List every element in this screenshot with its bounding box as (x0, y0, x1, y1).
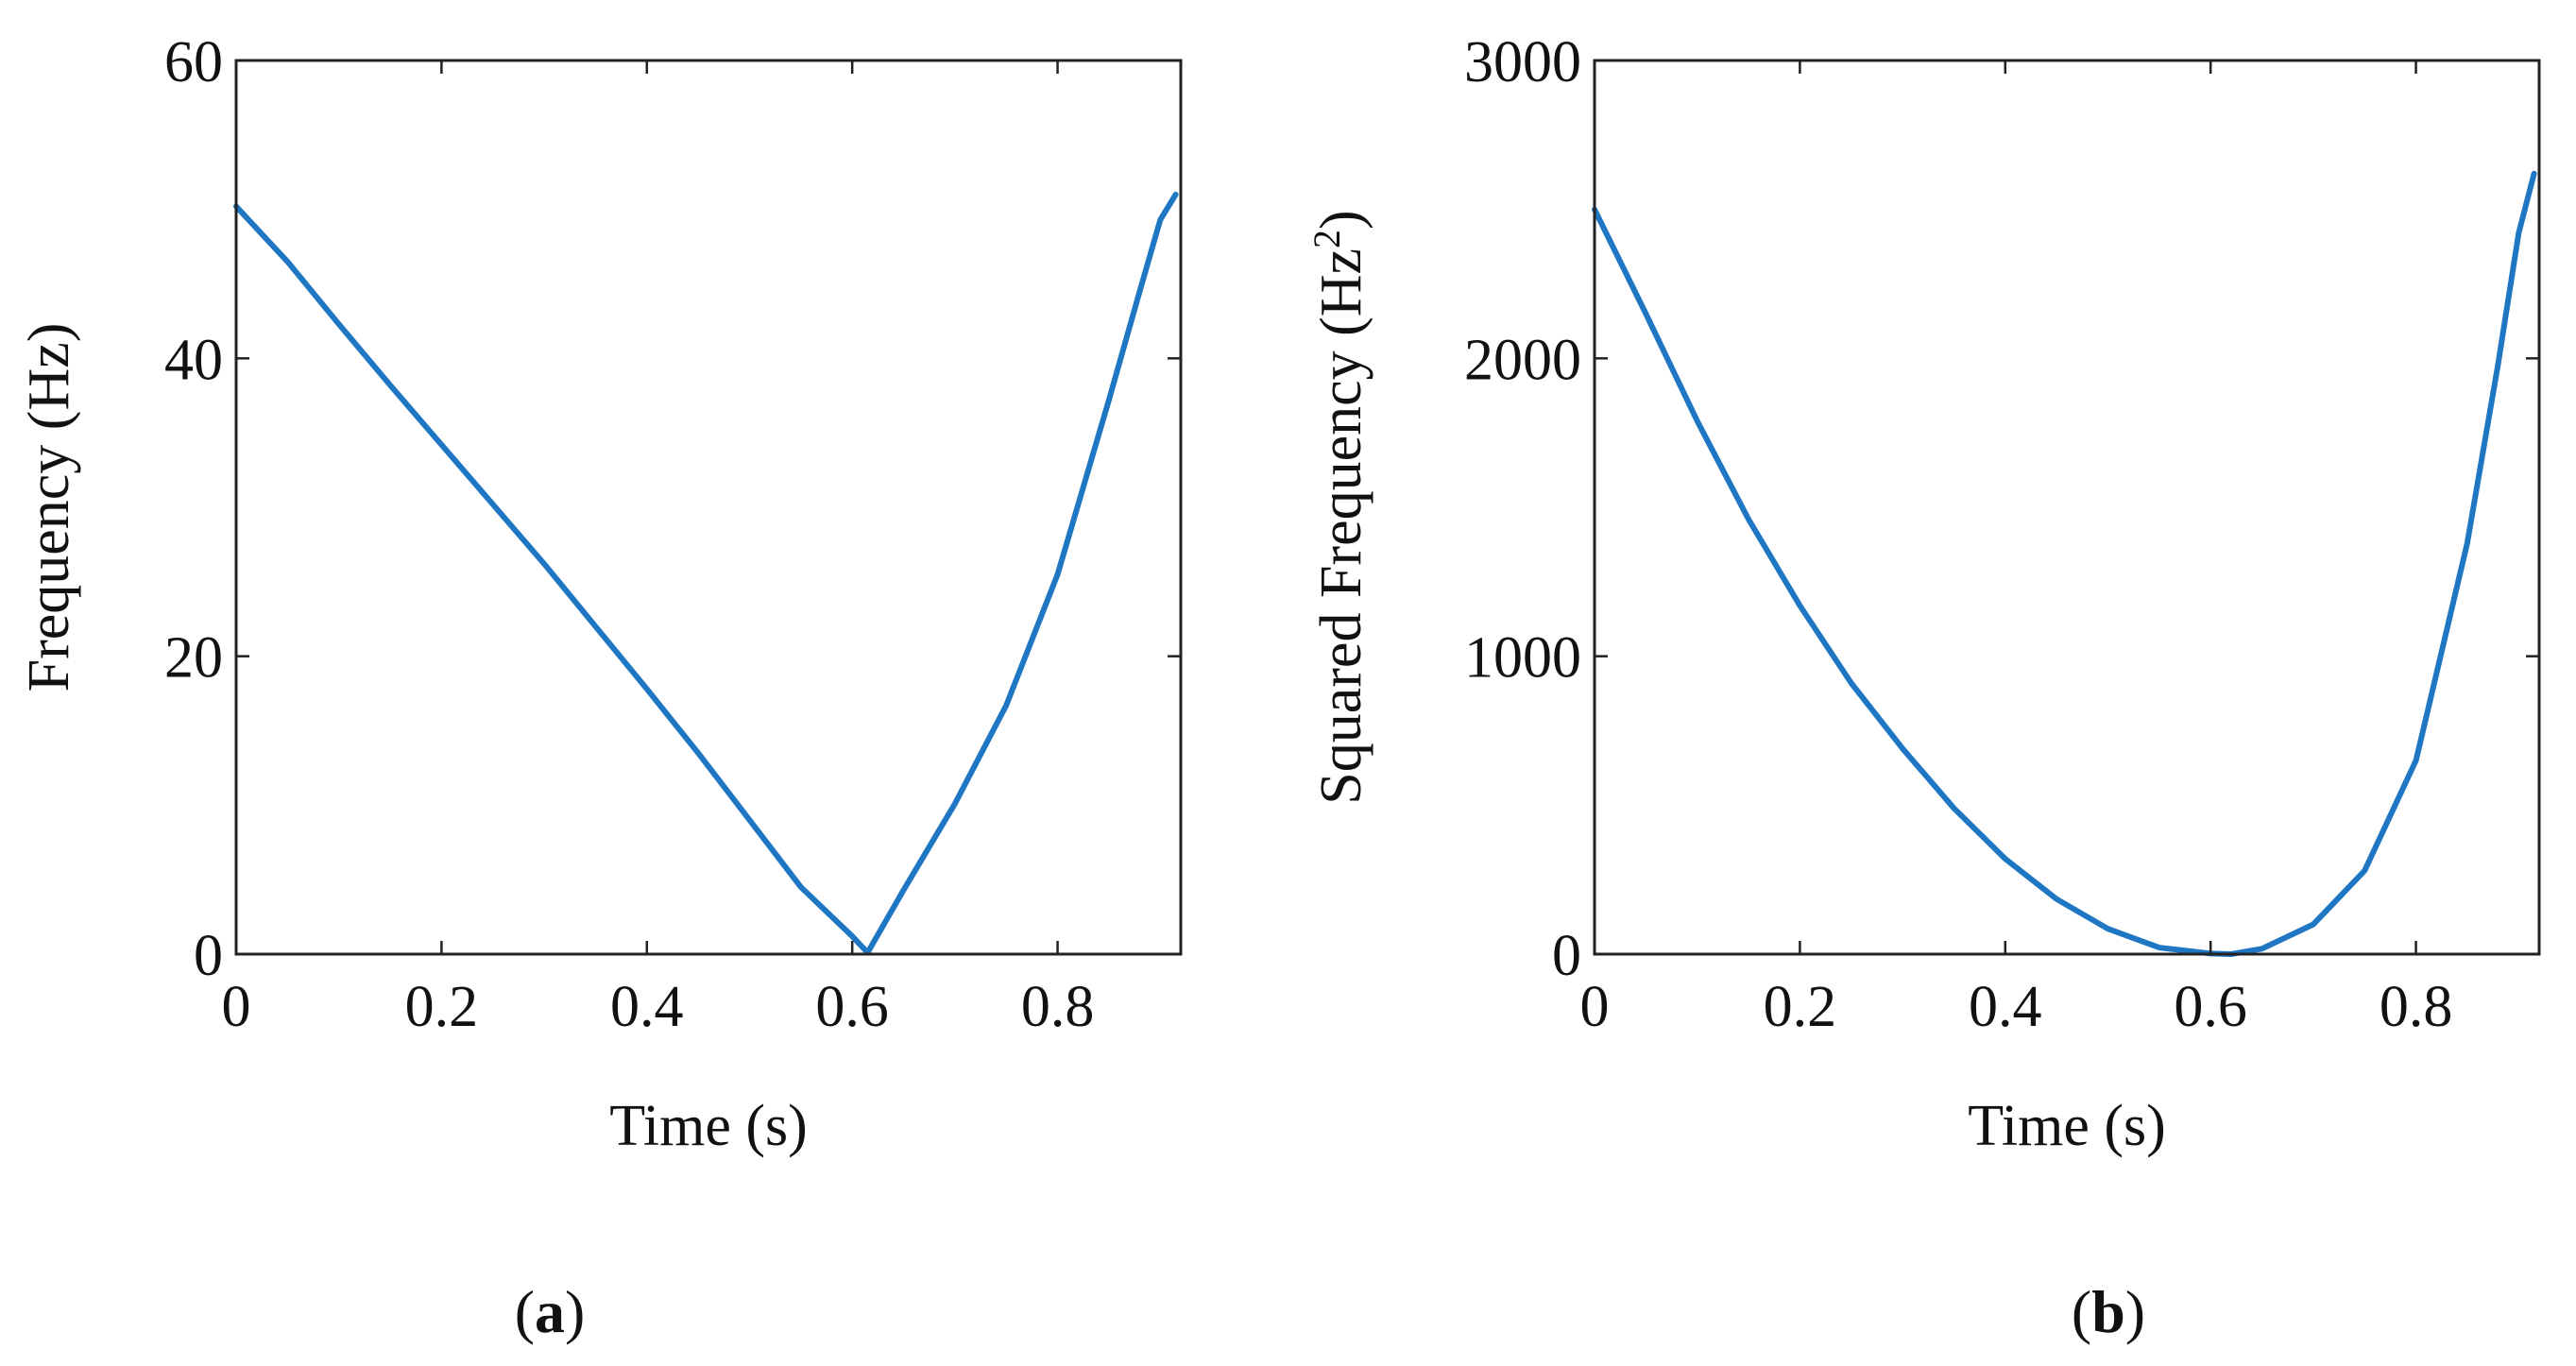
x-axis-title: Time (s) (609, 1094, 808, 1158)
panel-label-a: (a) (515, 1278, 586, 1345)
x-tick-label: 0.6 (2174, 975, 2247, 1039)
x-tick-label: 0.8 (1021, 975, 1095, 1039)
x-tick-label: 0.4 (1969, 975, 2042, 1039)
x-tick-label: 0.2 (1764, 975, 1837, 1039)
y-tick-label: 1000 (1464, 626, 1581, 691)
y-tick-label: 60 (164, 30, 223, 94)
x-tick-label: 0 (222, 975, 251, 1039)
panel-label-b: (b) (2072, 1278, 2145, 1345)
panel-b-squared-frequency-chart: 0 0.2 0.4 0.6 0.8 0 1000 2000 3000 Time (s) Squa… (1305, 30, 2541, 1345)
y-axis-title: Squared Frequency (Hz2) (1305, 210, 1373, 804)
y-axis-title: Frequency (Hz) (17, 323, 81, 692)
frequency-series-line (233, 191, 1179, 956)
y-tick-label: 0 (1552, 924, 1581, 988)
x-tick-label: 0.6 (815, 975, 889, 1039)
y-tick-label: 3000 (1464, 30, 1581, 94)
y-tick-label: 0 (194, 924, 223, 988)
y-tick-label: 20 (164, 626, 223, 691)
plot-frame (234, 59, 1183, 956)
x-axis-title: Time (s) (1968, 1094, 2166, 1158)
squared-frequency-series-line (1592, 170, 2537, 957)
y-tick-label: 40 (164, 328, 223, 392)
x-tick-label: 0 (1580, 975, 1610, 1039)
x-tick-label: 0.8 (2380, 975, 2453, 1039)
x-tick-label: 0.2 (405, 975, 479, 1039)
x-tick-label: 0.4 (610, 975, 684, 1039)
plot-frame (1593, 59, 2541, 956)
panel-a-frequency-chart: 0 0.2 0.4 0.6 0.8 0 20 40 60 Time (s) Frequency … (17, 30, 1183, 1345)
y-tick-label: 2000 (1464, 328, 1581, 392)
